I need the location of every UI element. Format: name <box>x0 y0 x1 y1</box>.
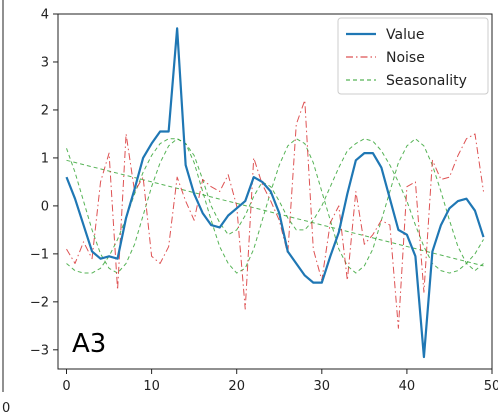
y-tick-label: −2 <box>30 295 49 310</box>
series-line-seasonality <box>66 159 484 267</box>
series-line-seasonality <box>66 138 484 274</box>
x-tick-label: 10 <box>143 379 160 394</box>
x-tick-label: 0 <box>62 379 70 394</box>
legend-label-noise: Noise <box>386 50 425 66</box>
y-tick-label: 0 <box>41 199 49 214</box>
series-line-seasonality <box>66 138 484 274</box>
y-tick-label: 4 <box>41 8 49 23</box>
y-tick-label: −3 <box>30 343 49 358</box>
series-line-value <box>65 27 485 359</box>
legend-box <box>337 17 489 95</box>
x-tick-label: 30 <box>314 379 331 394</box>
x-axis: 0 10 20 30 40 50 <box>62 369 498 394</box>
x-tick-label: 20 <box>228 379 245 394</box>
legend-label-value: Value <box>386 27 424 43</box>
y-tick-label: −1 <box>30 247 49 262</box>
x-tick-label: 40 <box>399 379 416 394</box>
left-edge-label: 0 <box>2 401 10 416</box>
legend-label-seasonality: Seasonality <box>386 73 467 89</box>
y-tick-label: 3 <box>41 55 49 70</box>
x-tick-label: 50 <box>484 379 498 394</box>
series-line-noise <box>66 99 484 329</box>
y-tick-label: 1 <box>41 151 49 166</box>
legend: Value Noise Seasonality <box>337 17 489 95</box>
y-tick-label: 2 <box>41 103 49 118</box>
panel-label: A3 <box>72 329 106 359</box>
axes-frame <box>57 13 493 370</box>
y-axis: −3 −2 −1 0 1 2 3 4 <box>30 8 58 358</box>
series-layer <box>65 27 485 359</box>
